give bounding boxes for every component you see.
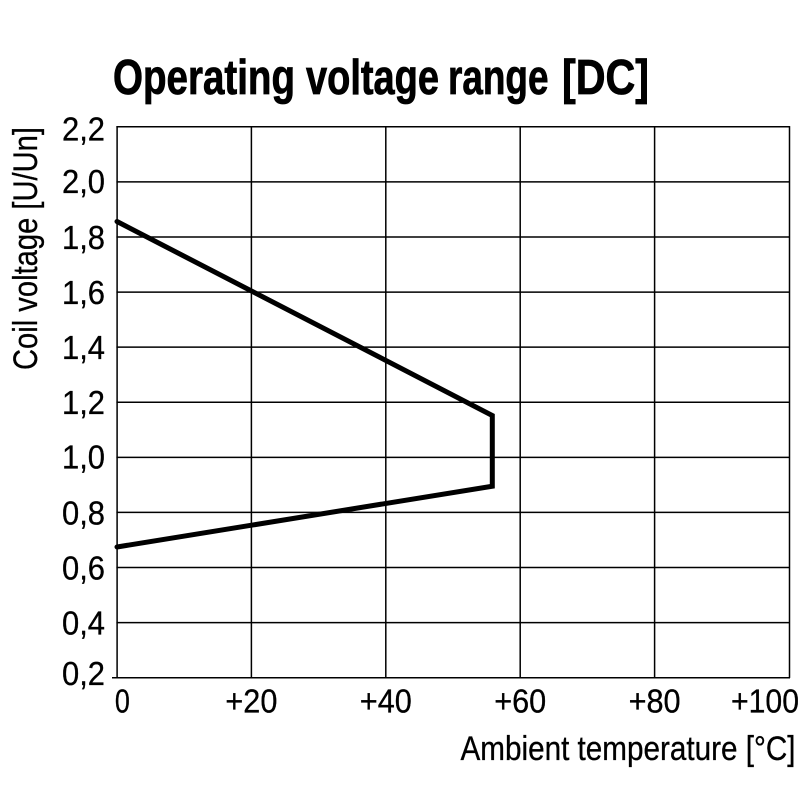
svg-text:voltage: voltage: [306, 51, 439, 105]
svg-text:0: 0: [115, 683, 130, 720]
svg-text:Operating: Operating: [113, 51, 295, 105]
svg-text:Coil voltage [U/Un]: Coil voltage [U/Un]: [7, 127, 45, 370]
svg-text:0,2: 0,2: [62, 656, 105, 693]
svg-text:2,0: 2,0: [62, 164, 105, 201]
svg-text:+80: +80: [629, 683, 681, 720]
svg-text:range: range: [448, 51, 549, 105]
svg-text:0,8: 0,8: [62, 495, 105, 532]
svg-text:+60: +60: [494, 683, 546, 720]
svg-text:2,2: 2,2: [62, 112, 105, 149]
svg-text:0,6: 0,6: [62, 550, 105, 587]
svg-text:+100: +100: [731, 683, 799, 720]
svg-text:0,4: 0,4: [62, 606, 105, 643]
svg-text:+40: +40: [360, 683, 412, 720]
svg-text:1,4: 1,4: [62, 330, 105, 367]
svg-text:Ambient temperature [°C]: Ambient temperature [°C]: [461, 730, 796, 768]
svg-text:1,6: 1,6: [62, 275, 105, 312]
svg-text:[DC]: [DC]: [562, 51, 649, 105]
svg-text:+20: +20: [225, 683, 277, 720]
svg-text:1,0: 1,0: [62, 440, 105, 477]
svg-text:1,8: 1,8: [62, 220, 105, 257]
svg-text:1,2: 1,2: [62, 385, 105, 422]
